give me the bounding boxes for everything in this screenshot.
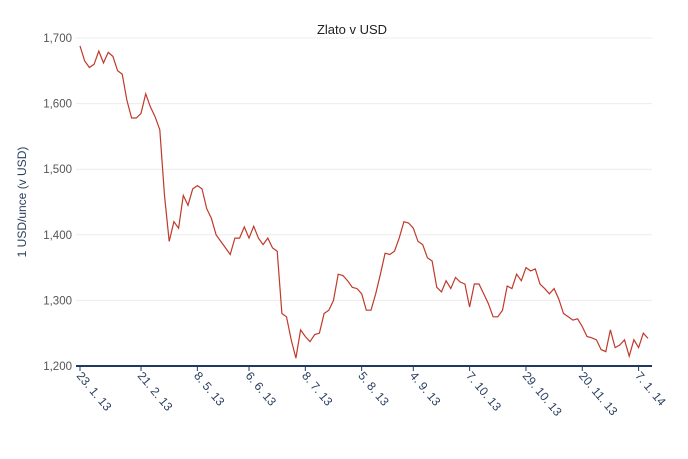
x-tick-label: 21. 2. 13 [135, 369, 176, 414]
x-tick-label: 7. 1. 14 [632, 369, 669, 409]
y-tick-label: 1,300 [43, 295, 72, 307]
x-tick-label: 4. 9. 13 [407, 369, 444, 409]
x-tick-label: 5. 8. 13 [355, 369, 392, 409]
y-tick-label: 1,200 [43, 361, 72, 373]
x-tick-label: 29. 10. 13 [520, 369, 565, 419]
y-tick-label: 1,600 [43, 99, 72, 111]
chart-title: Zlato v USD [317, 22, 387, 37]
x-tick-label: 6. 6. 13 [243, 369, 280, 409]
y-tick-label: 1,700 [43, 33, 72, 45]
y-tick-label: 1,500 [43, 164, 72, 176]
x-tick-label: 8. 5. 13 [191, 369, 228, 409]
x-tick-label: 8. 7. 13 [299, 369, 336, 409]
x-tick-label: 7. 10. 13 [463, 369, 504, 414]
x-tick-label: 20. 11. 13 [576, 369, 621, 418]
y-axis-label: 1 USD/unce (v USD) [15, 147, 29, 258]
line-series [79, 45, 649, 359]
y-tick-label: 1,400 [43, 230, 72, 242]
x-tick-label: 23. 1. 13 [74, 369, 115, 414]
